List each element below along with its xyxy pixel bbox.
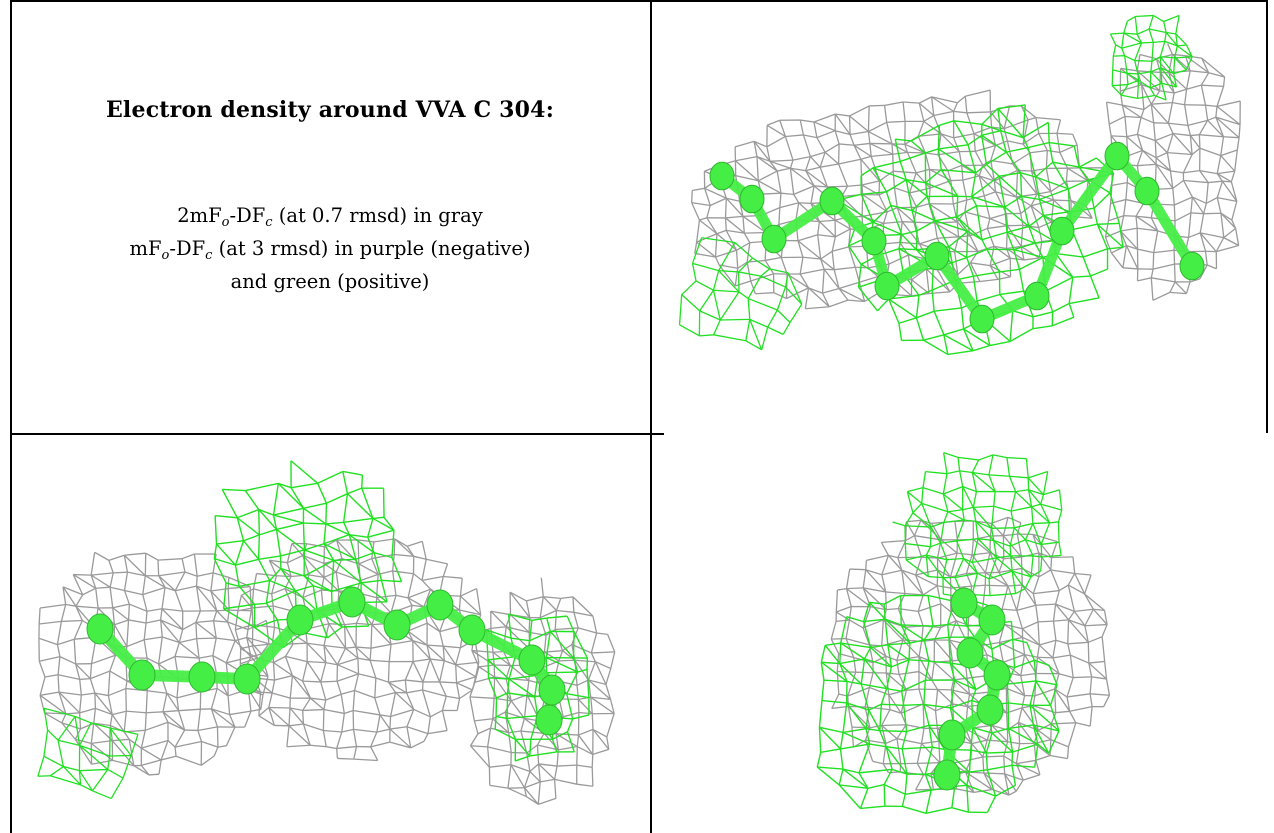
green-density-mesh-left <box>37 707 139 800</box>
caption-line-1: 2mFo-DFc (at 0.7 rmsd) in gray <box>177 204 483 230</box>
caption-description: 2mFo-DFc (at 0.7 rmsd) in gray mFo-DFc (… <box>10 199 650 298</box>
table-top-border <box>10 0 1267 2</box>
caption-line-2: mFo-DFc (at 3 rmsd) in purple (negative) <box>129 237 531 263</box>
density-mesh-image-3 <box>816 452 1111 814</box>
density-mesh-image-2 <box>37 460 616 805</box>
green-density-mesh-top <box>892 452 1063 598</box>
density-panel-bottom-right <box>652 435 1266 833</box>
ligand-model <box>709 141 1205 334</box>
table-row-divider <box>10 433 664 435</box>
table-middle-divider <box>650 0 652 833</box>
table-left-border <box>10 0 12 833</box>
green-density-mesh-top <box>1109 14 1193 101</box>
ligand-model <box>86 586 566 736</box>
ligand-model <box>933 587 1011 791</box>
table-right-border <box>1266 0 1268 433</box>
caption-title: Electron density around VVA C 304: <box>105 97 555 123</box>
green-density-mesh-left <box>678 237 803 351</box>
caption-cell: Electron density around VVA C 304: 2mFo-… <box>10 0 650 433</box>
caption-line-3: and green (positive) <box>230 270 430 293</box>
density-mesh-image-1 <box>678 14 1241 356</box>
gray-density-mesh <box>691 89 1104 310</box>
density-panel-bottom-left <box>12 435 650 833</box>
density-panel-top-right <box>652 1 1265 433</box>
